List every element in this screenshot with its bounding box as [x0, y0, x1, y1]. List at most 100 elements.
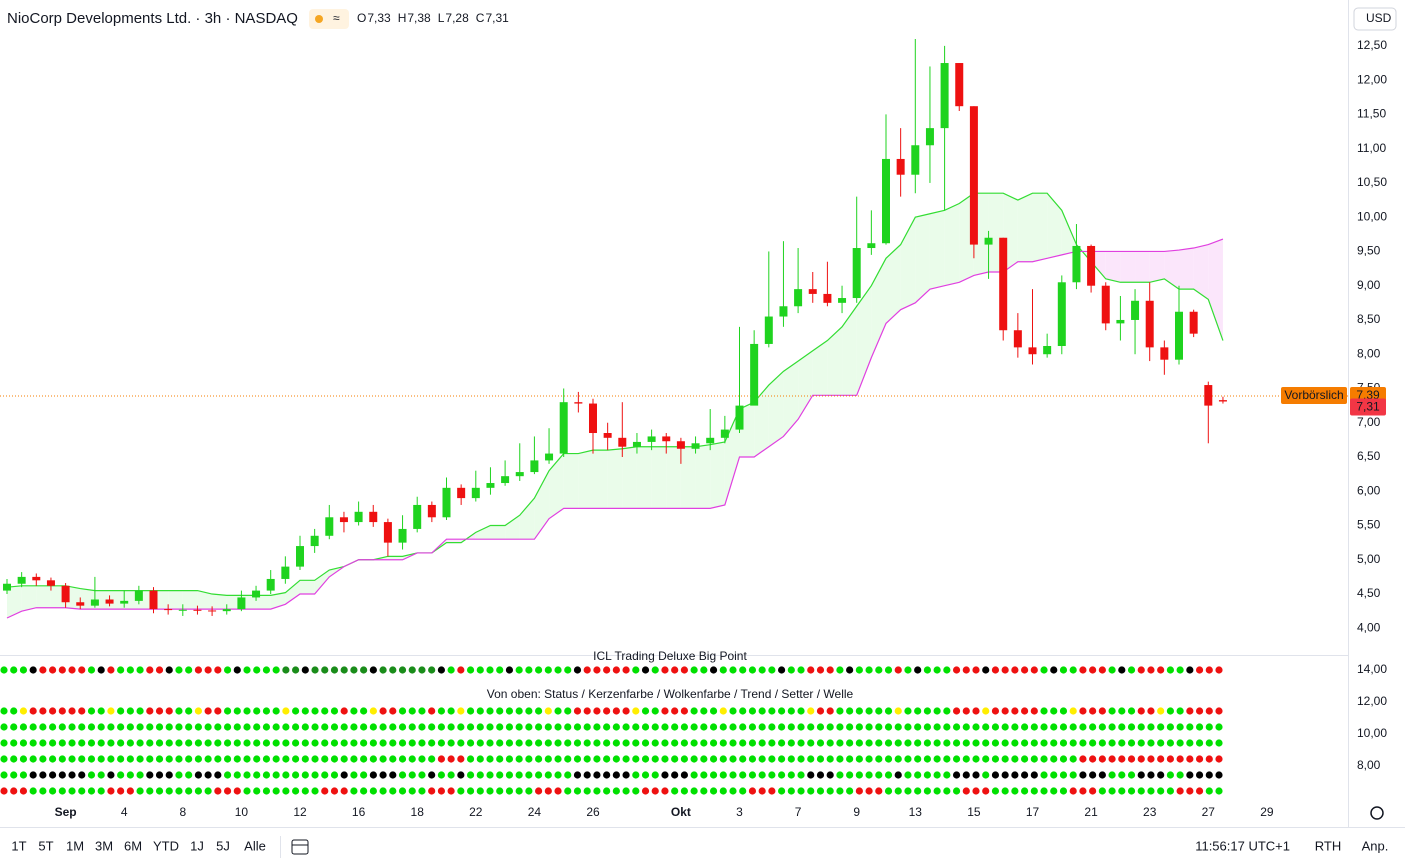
indicator-dot	[768, 707, 776, 715]
indicator-dot	[408, 771, 416, 779]
indicator-dot	[398, 755, 407, 763]
indicator-dot	[525, 723, 533, 731]
range-button[interactable]: 1M	[66, 838, 84, 853]
indicator-dot	[884, 739, 893, 747]
indicator-dot	[1118, 755, 1126, 763]
indicator-dot	[175, 666, 183, 674]
indicator-dot	[952, 739, 961, 747]
cloud-segment	[1061, 210, 1077, 255]
indicator-dot	[39, 723, 47, 731]
indicator-dot	[525, 771, 533, 779]
indicator-dot	[1215, 787, 1223, 795]
indicator-dot	[1195, 755, 1204, 763]
indicator-dot	[126, 739, 134, 747]
indicator-dot	[447, 666, 455, 674]
indicator-dot	[943, 771, 951, 779]
indicator-dot	[671, 723, 679, 731]
indicator-dot	[39, 755, 47, 763]
indicator-dot	[680, 666, 689, 674]
indicator-dot	[680, 755, 689, 763]
indicator-dot	[243, 739, 251, 747]
indicator-dot	[1079, 787, 1087, 795]
indicator-dot	[1108, 707, 1116, 715]
range-button[interactable]: 3M	[95, 838, 113, 853]
indicator-dot	[136, 755, 144, 763]
indicator-dot	[418, 666, 426, 674]
indicator-dot	[1021, 666, 1029, 674]
indicator-dot	[1030, 755, 1038, 763]
indicator-dot	[797, 707, 805, 715]
range-button[interactable]: Alle	[244, 838, 266, 853]
indicator-dot	[778, 787, 786, 795]
indicator-dot	[739, 787, 747, 795]
indicator-dot	[476, 707, 484, 715]
range-button[interactable]: 5T	[38, 838, 53, 853]
indicator-dot	[233, 755, 241, 763]
cloud-segment	[505, 515, 520, 540]
candle-body	[764, 316, 773, 344]
session-button[interactable]: RTH	[1315, 838, 1341, 853]
indicator-dot	[603, 787, 611, 795]
indicator-dot	[709, 723, 718, 731]
indicator-dot	[0, 771, 8, 779]
indicator-dot	[632, 739, 640, 747]
range-button[interactable]: 1J	[190, 838, 204, 853]
symbol-title[interactable]: NioCorp Developments Ltd. · 3h · NASDAQ	[7, 10, 298, 27]
indicator-dot	[194, 787, 202, 795]
price-tick-label: 6,50	[1357, 449, 1381, 463]
indicator-dot	[1069, 771, 1077, 779]
indicator-dot	[107, 707, 115, 715]
indicator-dot	[836, 771, 844, 779]
indicator-dot	[282, 755, 290, 763]
cloud-segment	[21, 585, 37, 612]
indicator-dot	[97, 723, 105, 731]
indicator-dot	[155, 723, 164, 731]
indicator-dot	[379, 771, 387, 779]
indicator-dot	[564, 739, 572, 747]
last-price: 7,31	[1356, 400, 1380, 414]
indicator-dot	[1001, 666, 1009, 674]
indicator-dot	[301, 666, 309, 674]
range-button[interactable]: 6M	[124, 838, 142, 853]
indicator-dot	[117, 771, 125, 779]
range-button[interactable]: YTD	[153, 838, 179, 853]
indicator-dot	[466, 771, 475, 779]
indicator-dot	[544, 739, 552, 747]
indicator-dot	[1147, 739, 1155, 747]
indicator-dot	[1205, 723, 1213, 731]
indicator-dot	[476, 755, 484, 763]
settings-icon[interactable]	[1370, 806, 1384, 820]
range-button[interactable]: 5J	[216, 838, 230, 853]
indicator-dot	[564, 723, 572, 731]
indicator-dot	[758, 787, 766, 795]
status-pill[interactable]	[309, 9, 349, 29]
indicator-dot	[855, 666, 863, 674]
currency[interactable]: USD	[1366, 11, 1392, 25]
currency-button[interactable]	[1353, 7, 1397, 31]
cloud-segment	[1017, 193, 1033, 262]
indicator-dot	[369, 755, 377, 763]
indicator-dot	[914, 723, 922, 731]
indicator-dot	[1079, 666, 1087, 674]
clock[interactable]: 11:56:17 UTC+1	[1195, 838, 1290, 853]
indicator-dot	[1040, 771, 1048, 779]
indicator-dot	[544, 755, 552, 763]
adjust-button[interactable]: Anp.	[1362, 838, 1389, 853]
indicator-dot	[1215, 771, 1223, 779]
calendar-icon[interactable]	[291, 839, 309, 855]
candle-body	[164, 609, 173, 611]
indicator-dot	[729, 739, 737, 747]
range-button[interactable]: 1T	[11, 838, 26, 853]
indicator-dot	[991, 723, 1000, 731]
indicator-dot	[1098, 755, 1106, 763]
candle-body	[296, 546, 304, 567]
indicator-dot	[865, 787, 873, 795]
candle-body	[1087, 245, 1096, 286]
indicator-dot	[126, 787, 134, 795]
indicator-dot	[282, 666, 290, 674]
indicator-dot	[573, 707, 582, 715]
price-tick-label: 9,00	[1357, 278, 1381, 292]
indicator-dot	[194, 755, 202, 763]
indicator-dot	[816, 771, 825, 779]
indicator-dot	[709, 787, 718, 795]
